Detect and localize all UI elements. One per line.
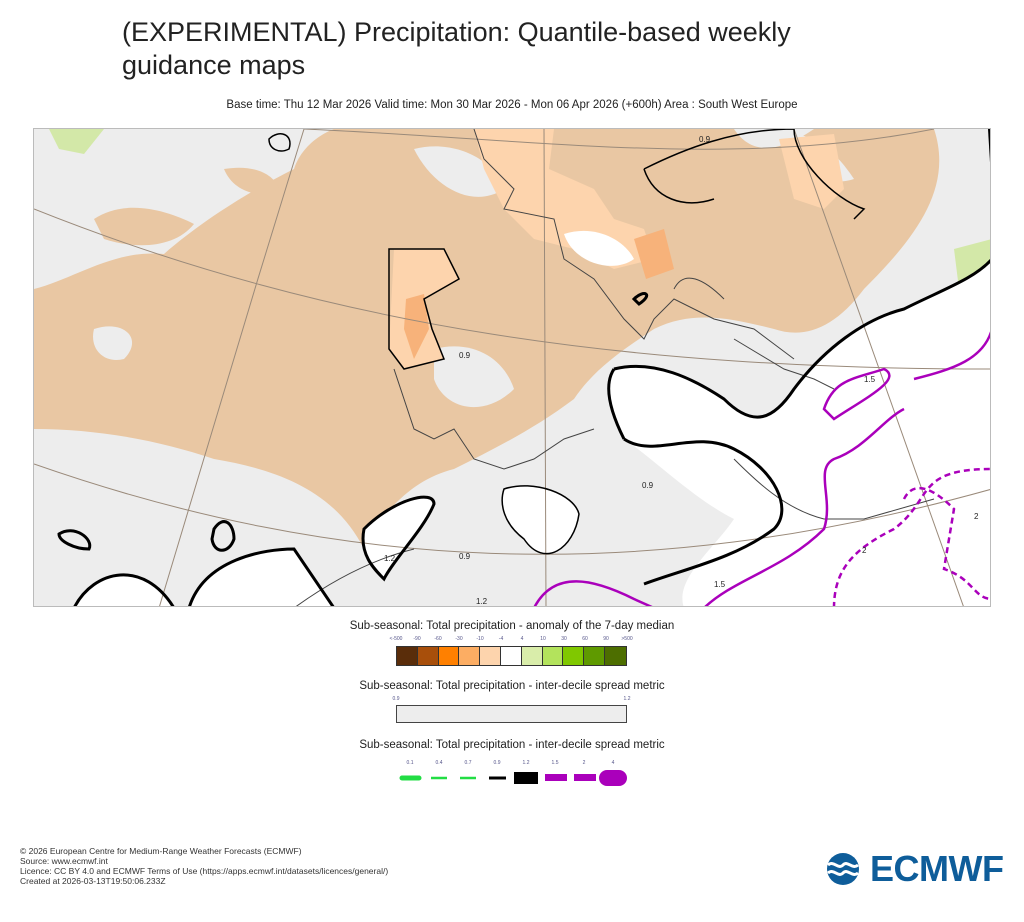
- anomaly-area-negative: [224, 167, 279, 194]
- ecmwf-logo: ECMWF: [822, 848, 1004, 890]
- tick-label: -30: [455, 636, 463, 642]
- contour-labels: 0.9 0.9 0.9 0.9 1.2 1.2 1.5 1.5 2 2: [384, 135, 979, 606]
- tick-label: 0.9: [493, 760, 501, 766]
- spread-colorbar: [396, 705, 627, 723]
- anomaly-area-positive: [49, 129, 104, 154]
- tick-label: -4: [498, 636, 504, 642]
- tick-label: 0.1: [406, 760, 414, 766]
- map-panel: 0.9 0.9 0.9 0.9 1.2 1.2 1.5 1.5 2 2: [33, 128, 991, 607]
- spread-contours-purple: [533, 330, 990, 606]
- map-svg: 0.9 0.9 0.9 0.9 1.2 1.2 1.5 1.5 2 2: [34, 129, 990, 606]
- footer: © 2026 European Centre for Medium-Range …: [20, 846, 388, 886]
- tick-label: 4: [520, 636, 524, 642]
- low-spread-region: [608, 261, 990, 606]
- tick-label: 0.4: [435, 760, 443, 766]
- colorbar-swatch-5: [500, 647, 522, 665]
- colorbar-swatch-9: [584, 647, 605, 665]
- tick-label: 10: [540, 636, 546, 642]
- anomaly-area-medium: [404, 294, 429, 359]
- anomaly-area-light: [779, 134, 844, 209]
- tick-label: 0.7: [464, 760, 472, 766]
- line-sample-2: [574, 774, 596, 781]
- colorbar-swatch-10: [604, 647, 626, 665]
- graticule: [34, 129, 990, 606]
- tick-label: 60: [582, 636, 588, 642]
- footer-copyright: © 2026 European Centre for Medium-Range …: [20, 846, 302, 856]
- tick-label: 0.9: [392, 696, 400, 702]
- colorbar-swatch-1: [417, 647, 439, 665]
- contour-label: 0.9: [459, 351, 471, 360]
- contour-label: 2: [862, 546, 867, 555]
- contour-label: 0.9: [459, 552, 471, 561]
- colorbar-swatch-2: [438, 647, 460, 665]
- line-sample-4: [599, 770, 627, 786]
- contour-label: 1.2: [476, 597, 488, 606]
- anomaly-area-white: [564, 230, 634, 266]
- low-spread-region: [189, 549, 333, 606]
- tick-label: 4: [611, 760, 615, 766]
- chart-title: (EXPERIMENTAL) Precipitation: Quantile-b…: [122, 17, 791, 80]
- contour-label: 0.9: [642, 481, 654, 490]
- tick-label: -90: [413, 636, 421, 642]
- colorbar-swatch-8: [563, 647, 585, 665]
- contour-label: 2: [974, 512, 979, 521]
- legend-contour-title: Sub-seasonal: Total precipitation - inte…: [359, 739, 665, 751]
- tick-label: -60: [434, 636, 442, 642]
- tick-label: 2: [582, 760, 586, 766]
- legend-spread-title: Sub-seasonal: Total precipitation - inte…: [359, 680, 665, 692]
- footer-source: Source: www.ecmwf.int: [20, 856, 108, 866]
- colorbar-swatch-3: [459, 647, 481, 665]
- chart-subtitle: Base time: Thu 12 Mar 2026 Valid time: M…: [226, 99, 798, 111]
- anomaly-area-negative: [34, 129, 940, 549]
- line-sample-1.2: [514, 772, 538, 784]
- contour-label: 0.9: [699, 135, 711, 144]
- anomaly-colorbar: [396, 646, 627, 666]
- tick-label: 90: [603, 636, 609, 642]
- ecmwf-logo-icon: [827, 853, 859, 885]
- tick-label: -10: [476, 636, 484, 642]
- tick-label: 1.5: [551, 760, 559, 766]
- tick-label: 1.2: [522, 760, 530, 766]
- footer-licence: Licence: CC BY 4.0 and ECMWF Terms of Us…: [20, 866, 389, 876]
- colorbar-swatch-7: [542, 647, 564, 665]
- anomaly-area-medium: [634, 229, 674, 279]
- tick-label: 30: [561, 636, 567, 642]
- spread-contours-black: [57, 129, 990, 606]
- tick-label: <-500: [389, 636, 403, 642]
- low-spread-region: [363, 497, 434, 579]
- anomaly-area-negative: [94, 207, 194, 246]
- ecmwf-logo-text: ECMWF: [870, 848, 1004, 889]
- tick-label: >500: [621, 636, 633, 642]
- colorbar-swatch-4: [480, 647, 501, 665]
- footer-created: Created at 2026-03-13T19:50:06.233Z: [20, 876, 166, 886]
- anomaly-area-light: [474, 129, 654, 269]
- colorbar-swatch-0: [397, 647, 418, 665]
- contour-label: 1.5: [714, 580, 726, 589]
- contour-label: 1.5: [864, 375, 876, 384]
- low-spread-region: [502, 485, 579, 554]
- tick-label: 1.2: [623, 696, 631, 702]
- contour-line-legend: [399, 770, 627, 786]
- colorbar-swatch-6: [521, 647, 543, 665]
- line-sample-1.5: [545, 774, 567, 781]
- legend-anomaly-title: Sub-seasonal: Total precipitation - anom…: [349, 620, 675, 632]
- contour-label: 1.2: [384, 554, 396, 563]
